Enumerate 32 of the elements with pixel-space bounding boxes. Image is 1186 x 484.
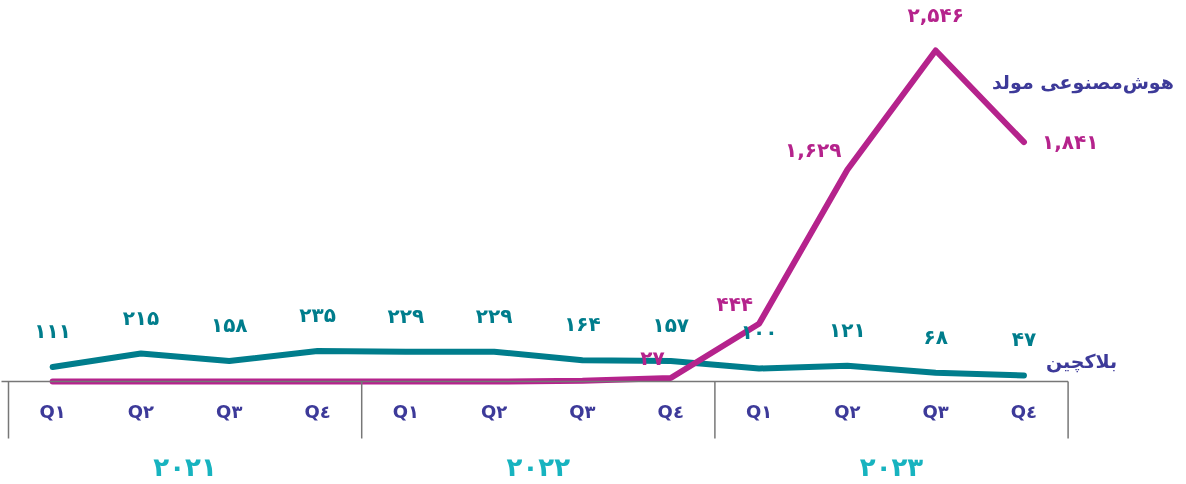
- x-tick-label: Q۳: [922, 401, 949, 422]
- x-tick-label: Q۲: [127, 401, 155, 422]
- x-tick-label: Q۳: [216, 401, 243, 422]
- x-tick-label: Q۱: [39, 401, 66, 422]
- x-tick-label: Q۲: [834, 401, 861, 422]
- data-label: ۲۳۵: [299, 302, 336, 327]
- data-label: ۲۲۹: [387, 303, 425, 328]
- data-label: ۲۲۹: [475, 303, 513, 328]
- data-label: ۱۶۴: [564, 312, 601, 337]
- data-label: ۱۵۷: [652, 313, 690, 338]
- data-label: ۲,۵۴۶: [907, 2, 964, 27]
- data-label: ۱۵۸: [210, 312, 248, 337]
- x-tick-label: Q۱: [392, 401, 419, 422]
- data-label: ۴۷: [1011, 327, 1037, 352]
- x-tick-label: Q۲: [481, 401, 508, 422]
- x-tick-label: Q٤: [1010, 401, 1038, 422]
- data-label: ۶۸: [923, 324, 948, 349]
- data-label: ۱۲۱: [829, 317, 866, 342]
- text: ۲۰۲۳: [859, 451, 924, 482]
- data-label: ۱۱۱: [34, 319, 71, 344]
- series-label: هوش‌مصنوعی مولد: [991, 71, 1174, 95]
- series-label: بلاکچین: [1045, 350, 1118, 374]
- data-label: ۲۱۵: [122, 305, 160, 330]
- x-tick-label: Q۱: [745, 401, 773, 422]
- x-tick-label: Q۳: [569, 401, 596, 422]
- text: ۲۰۲۱: [153, 451, 217, 482]
- x-tick-label: Q٤: [304, 401, 331, 422]
- data-label: ۱,۶۲۹: [784, 137, 842, 162]
- x-tick-label: Q٤: [657, 401, 684, 422]
- data-label: ۴۴۴: [716, 291, 754, 316]
- text: ۲۰۲۲: [506, 451, 571, 482]
- data-label: ۱,۸۴۱: [1041, 130, 1099, 155]
